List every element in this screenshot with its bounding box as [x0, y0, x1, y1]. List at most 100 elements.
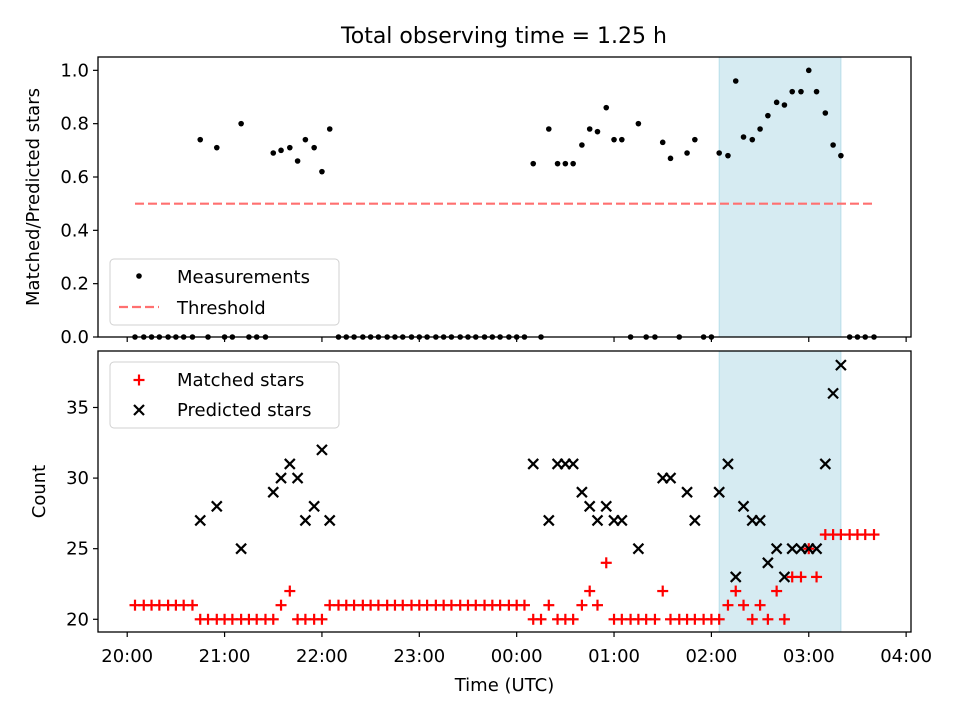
- legend-matched-stars-label: Matched stars: [177, 370, 304, 391]
- matched-star-point: [657, 585, 669, 597]
- measurement-point: [684, 150, 690, 156]
- legend-measurements-label: Measurements: [177, 267, 310, 288]
- y-tick-label: 20: [66, 609, 89, 630]
- matched-star-point: [275, 599, 287, 611]
- predicted-star-point: [827, 387, 839, 400]
- measurement-point: [594, 128, 601, 135]
- y-tick-label: 0.2: [60, 274, 89, 295]
- measurement-point: [197, 136, 204, 143]
- measurement-point: [732, 78, 739, 84]
- measurement-point: [830, 142, 836, 148]
- measurement-point: [579, 142, 585, 148]
- predicted-star-point: [632, 542, 645, 555]
- matched-star-point: [535, 613, 547, 625]
- measurement-point: [546, 126, 552, 132]
- matched-star-point: [762, 613, 774, 625]
- measurement-point: [838, 152, 844, 159]
- predicted-star-point: [267, 486, 280, 498]
- predicted-star-point: [737, 500, 750, 513]
- measurement-point: [238, 120, 244, 127]
- x-stroke-2: [527, 458, 540, 470]
- matched-star-point: [649, 613, 661, 625]
- y-tick-label: 0.0: [60, 327, 89, 348]
- measurement-point: [813, 88, 820, 95]
- x-stroke-2: [729, 571, 742, 583]
- matched-star-point: [722, 599, 734, 611]
- matched-star-point: [267, 613, 279, 625]
- x-stroke-2: [543, 514, 555, 527]
- matched-star-point: [811, 571, 823, 583]
- bottom-legend: Matched stars Predicted stars: [109, 361, 340, 429]
- matched-star-point: [795, 571, 807, 583]
- matched-star-point: [868, 529, 880, 541]
- measurement-point: [781, 102, 788, 108]
- predicted-star-point: [835, 359, 847, 371]
- measurement-point: [765, 112, 771, 119]
- measurement-point: [570, 160, 576, 167]
- x-stroke-2: [591, 514, 604, 527]
- matched-star-point: [567, 613, 579, 625]
- y-tick-label: 35: [66, 397, 89, 418]
- predicted-star-point: [284, 458, 296, 470]
- predicted-star-point: [754, 514, 766, 527]
- measurement-point: [554, 160, 561, 167]
- legend-dot-icon: [136, 273, 142, 279]
- measurement-point: [659, 139, 666, 146]
- legend-dot-marker: [136, 273, 142, 279]
- x-stroke-2: [632, 542, 645, 555]
- measurement-point: [619, 136, 625, 143]
- measurement-point: [749, 136, 756, 143]
- predicted-star-point: [275, 472, 287, 484]
- top-panel: 0.0 0.2 0.4 0.6 0.8 1.0 Matched/Predicted sta…: [23, 56, 912, 348]
- predicted-star-point: [194, 514, 207, 527]
- x-stroke-2: [316, 444, 328, 456]
- measurement-point: [692, 136, 698, 143]
- measurement-point: [805, 67, 812, 74]
- legend-x-marker: [133, 404, 145, 416]
- x-stroke-2: [133, 404, 145, 416]
- x-stroke-2: [194, 514, 207, 527]
- measurement-point: [278, 147, 284, 154]
- x-stroke-2: [299, 514, 312, 527]
- x-tick-label: 20:00: [101, 646, 153, 667]
- predicted-star-point: [722, 458, 734, 470]
- legend-plus-marker: [133, 374, 145, 386]
- predicted-star-point: [291, 472, 304, 484]
- top-legend: Measurements Threshold: [109, 258, 340, 326]
- y-tick-label: 1.0: [60, 60, 89, 81]
- legend-plus-icon: [133, 374, 145, 386]
- x-stroke-2: [689, 514, 701, 527]
- x-stroke-2: [291, 472, 304, 484]
- measurement-point: [757, 126, 763, 132]
- matched-star-point: [316, 613, 328, 625]
- legend-threshold-label: Threshold: [176, 298, 266, 319]
- measurement-point: [311, 144, 317, 151]
- matched-star-point: [591, 599, 603, 611]
- bottom-y-axis-label: Count: [29, 465, 50, 518]
- measurement-point: [611, 136, 617, 143]
- x-axis-label: Time (UTC): [454, 675, 555, 696]
- predicted-star-point: [810, 542, 823, 555]
- top-plot-frame: [97, 56, 912, 338]
- measurement-point: [603, 104, 610, 111]
- measurement-point: [586, 126, 593, 132]
- measurement-point: [635, 120, 642, 127]
- matched-star-point: [576, 599, 588, 611]
- matched-star-point: [730, 585, 742, 597]
- highlight-span-top: [718, 56, 842, 338]
- matched-star-point: [186, 599, 198, 611]
- matched-star-point: [746, 613, 758, 625]
- top-y-axis: 0.0 0.2 0.4 0.6 0.8 1.0: [60, 60, 98, 348]
- x-stroke-2: [576, 486, 588, 498]
- matched-star-point: [284, 585, 296, 597]
- top-legend-box: [109, 258, 340, 326]
- predicted-star-point: [235, 542, 247, 555]
- predicted-star-point: [323, 514, 336, 527]
- x-tick-label: 03:00: [783, 646, 835, 667]
- measurement-point: [326, 126, 333, 132]
- x-tick-label: 01:00: [588, 646, 640, 667]
- measurement-point: [716, 150, 722, 156]
- measurement-point: [740, 134, 747, 140]
- top-y-axis-label: Matched/Predicted stars: [23, 88, 44, 306]
